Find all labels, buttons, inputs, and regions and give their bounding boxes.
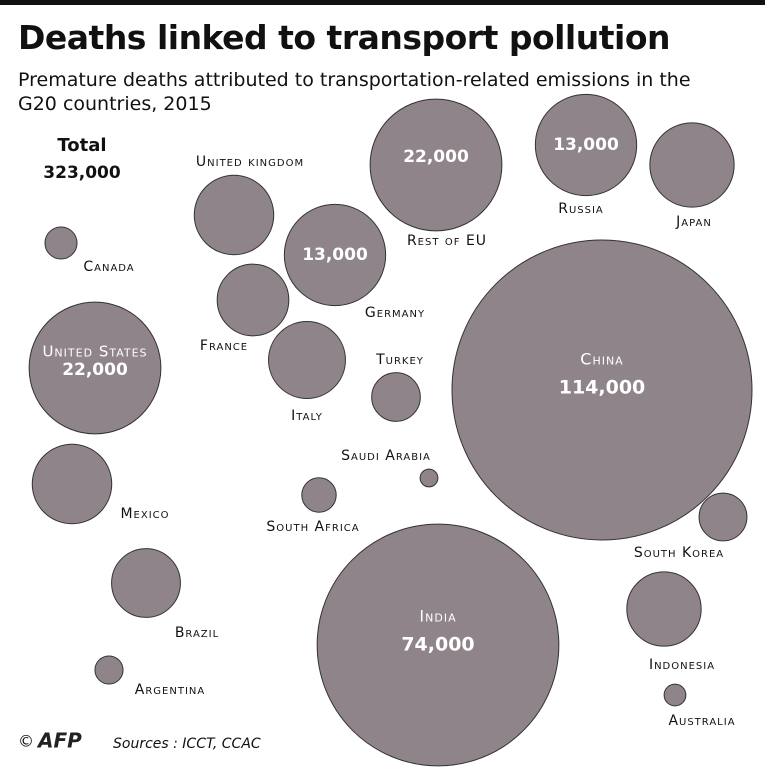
category-label: Saudi Arabia [341,448,431,464]
category-label: France [200,338,248,354]
category-label: United kingdom [196,154,304,170]
category-label: Russia [558,201,604,217]
bubble [316,523,560,767]
value-label: 13,000 [302,245,368,265]
bubble [663,683,687,707]
chart-title: Deaths linked to transport pollution [18,18,671,57]
bubble [216,263,290,337]
category-label: Germany [365,305,425,321]
bubble [44,226,78,260]
category-label: United States [42,343,147,361]
category-label: Rest of EU [407,233,487,249]
category-label: Japan [675,214,712,230]
category-label: Argentina [135,682,205,698]
bubble [369,98,503,232]
category-label: Turkey [375,352,424,368]
bubble [28,301,162,435]
bubble [268,321,346,399]
category-label: Indonesia [649,657,715,673]
bubble [534,93,638,197]
category-label: India [419,607,456,626]
bubble [283,203,387,307]
category-label: South Korea [634,545,724,561]
value-label: 22,000 [403,147,469,167]
category-label: Canada [83,259,134,275]
chart-subtitle: Premature deaths attributed to transport… [18,69,691,115]
bubble [626,571,702,647]
category-label: Mexico [120,506,169,522]
bubble [301,477,337,513]
bubble [111,548,181,618]
bubble [94,655,124,685]
bubble [193,174,275,256]
category-label: Italy [291,408,323,424]
copyright: © [18,732,34,751]
category-label: Australia [668,713,735,729]
bubble [649,122,735,208]
bubble [698,492,748,542]
bubble [371,372,421,422]
top-bar [0,0,765,5]
value-label: 74,000 [401,634,474,656]
value-label: 13,000 [553,135,619,155]
source: Sources : ICCT, CCAC [113,736,261,752]
bubble [419,468,439,488]
category-label: South Africa [266,519,359,535]
total-value: 323,000 [43,163,121,183]
total-title: Total [57,135,106,156]
credit-logo: AFP [36,729,82,753]
category-label: China [580,350,623,369]
value-label: 22,000 [62,360,128,380]
bubble [31,443,113,525]
bubble [451,239,753,541]
category-label: Brazil [175,625,219,641]
value-label: 114,000 [559,377,646,399]
